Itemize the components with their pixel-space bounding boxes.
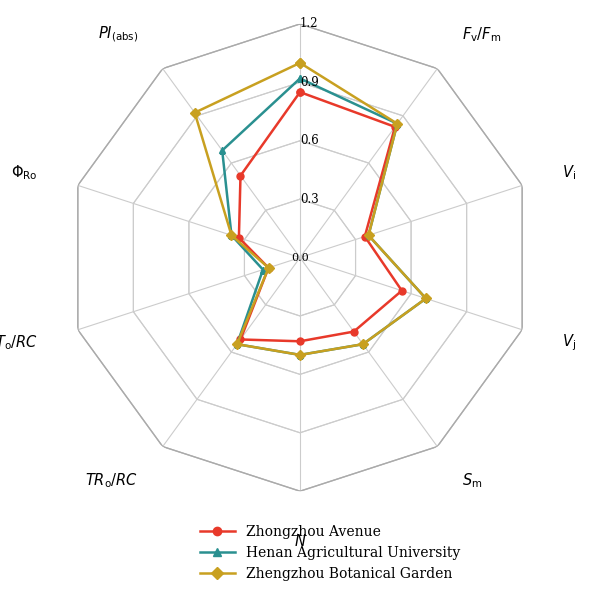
- Text: $\Phi_\mathrm{Ro}$: $\Phi_\mathrm{Ro}$: [11, 163, 38, 181]
- Text: $F_\mathrm{v}/F_\mathrm{m}$: $F_\mathrm{v}/F_\mathrm{m}$: [462, 25, 502, 44]
- Text: 0.3: 0.3: [300, 193, 319, 205]
- Text: 1.2: 1.2: [300, 17, 319, 31]
- Text: $PI_\mathrm{(abs)}$: $PI_\mathrm{(abs)}$: [98, 25, 138, 44]
- Text: $V_\mathrm{j}$: $V_\mathrm{j}$: [562, 332, 576, 353]
- Text: $V_\mathrm{i}$: $V_\mathrm{i}$: [562, 163, 576, 181]
- Text: 0.9: 0.9: [300, 76, 319, 89]
- Text: 0.6: 0.6: [300, 134, 319, 147]
- Text: 0.0: 0.0: [291, 253, 309, 262]
- Legend: Zhongzhou Avenue, Henan Agricultural University, Zhengzhou Botanical Garden: Zhongzhou Avenue, Henan Agricultural Uni…: [194, 519, 466, 586]
- Text: $N$: $N$: [294, 533, 306, 549]
- Text: $S_\mathrm{m}$: $S_\mathrm{m}$: [462, 471, 482, 490]
- Text: $TR_\mathrm{o}/RC$: $TR_\mathrm{o}/RC$: [85, 471, 138, 490]
- Text: $ET_\mathrm{o}/RC$: $ET_\mathrm{o}/RC$: [0, 334, 38, 352]
